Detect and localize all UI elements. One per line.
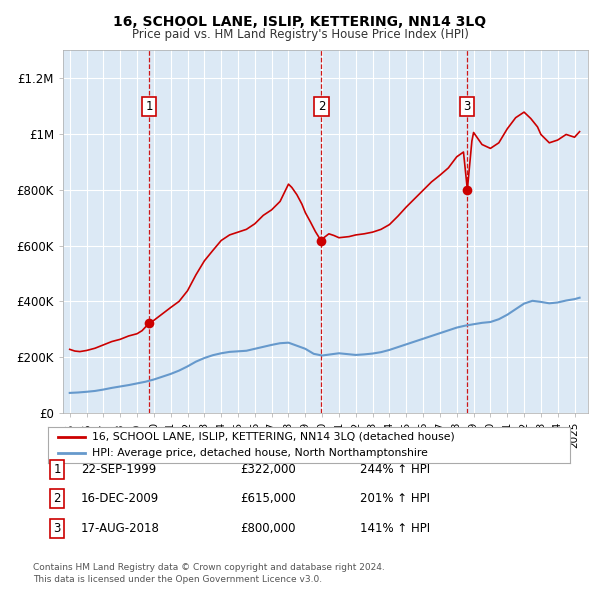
Text: 2: 2 — [318, 100, 325, 113]
Text: 1: 1 — [53, 463, 61, 476]
Text: 16-DEC-2009: 16-DEC-2009 — [81, 492, 159, 505]
Text: 17-AUG-2018: 17-AUG-2018 — [81, 522, 160, 535]
Text: HPI: Average price, detached house, North Northamptonshire: HPI: Average price, detached house, Nort… — [92, 448, 428, 458]
Text: £800,000: £800,000 — [240, 522, 296, 535]
Text: 244% ↑ HPI: 244% ↑ HPI — [360, 463, 430, 476]
Text: This data is licensed under the Open Government Licence v3.0.: This data is licensed under the Open Gov… — [33, 575, 322, 584]
Text: £615,000: £615,000 — [240, 492, 296, 505]
Text: 16, SCHOOL LANE, ISLIP, KETTERING, NN14 3LQ (detached house): 16, SCHOOL LANE, ISLIP, KETTERING, NN14 … — [92, 432, 455, 442]
Text: 22-SEP-1999: 22-SEP-1999 — [81, 463, 156, 476]
Text: 141% ↑ HPI: 141% ↑ HPI — [360, 522, 430, 535]
Text: 16, SCHOOL LANE, ISLIP, KETTERING, NN14 3LQ: 16, SCHOOL LANE, ISLIP, KETTERING, NN14 … — [113, 15, 487, 29]
Text: Price paid vs. HM Land Registry's House Price Index (HPI): Price paid vs. HM Land Registry's House … — [131, 28, 469, 41]
Text: 1: 1 — [145, 100, 153, 113]
Text: £322,000: £322,000 — [240, 463, 296, 476]
Text: 2: 2 — [53, 492, 61, 505]
Text: Contains HM Land Registry data © Crown copyright and database right 2024.: Contains HM Land Registry data © Crown c… — [33, 563, 385, 572]
Text: 3: 3 — [464, 100, 471, 113]
Text: 3: 3 — [53, 522, 61, 535]
Text: 201% ↑ HPI: 201% ↑ HPI — [360, 492, 430, 505]
